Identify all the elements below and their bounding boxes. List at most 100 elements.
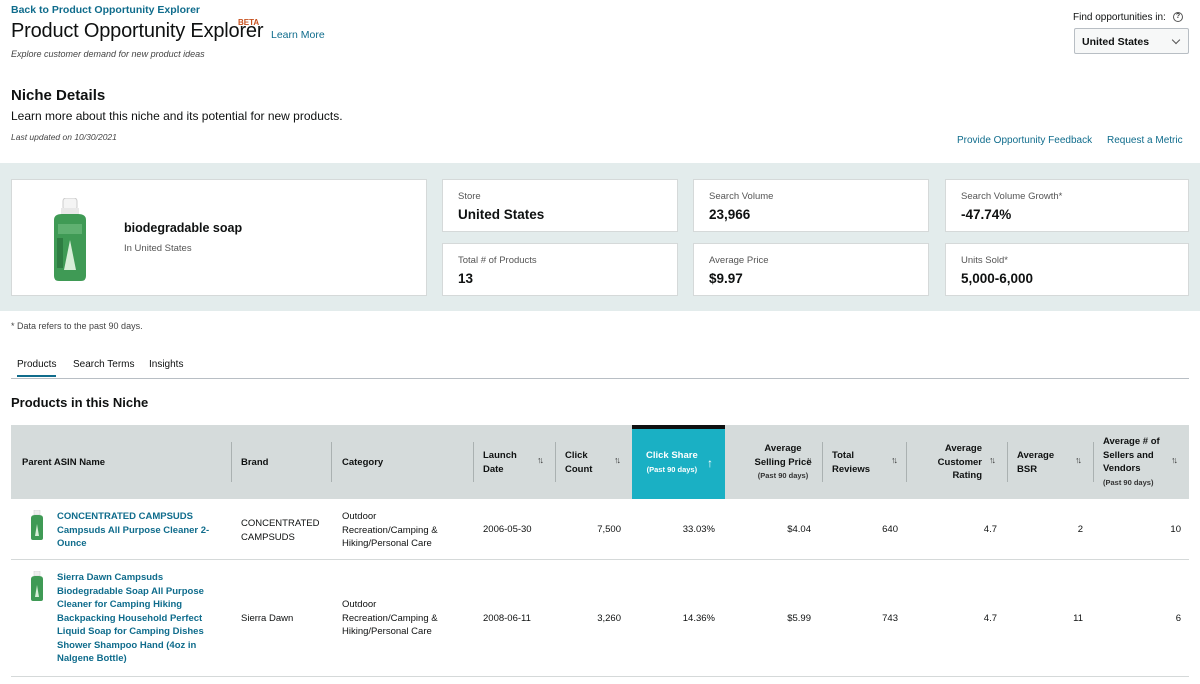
niche-details-description: Learn more about this niche and its pote… xyxy=(11,109,343,123)
click-count-cell: 3,260 xyxy=(597,613,621,624)
col-rating-line1: Average xyxy=(944,443,982,454)
metric-label: Average Price xyxy=(709,255,769,266)
product-name-line: Nalgene Bottle) xyxy=(57,653,127,664)
category-line: Recreation/Camping & xyxy=(342,524,438,536)
tab-bar: Products Search Terms Insights xyxy=(11,352,1189,379)
col-avg-price-sub: (Past 90 days) xyxy=(757,471,809,480)
col-click-share-sub: (Past 90 days) xyxy=(646,464,698,474)
metric-value: 5,000-6,000 xyxy=(961,271,1034,286)
product-name-link[interactable]: CONCENTRATED CAMPSUDS Campsuds All Purpo… xyxy=(57,510,222,551)
sort-icon[interactable]: ↑↓ xyxy=(891,455,898,465)
niche-store: In United States xyxy=(124,243,192,254)
metric-value: 23,966 xyxy=(709,207,751,222)
store-select[interactable]: United States xyxy=(1074,28,1189,54)
sort-icon[interactable]: ↑↓ xyxy=(806,455,813,465)
col-avg-price-line2: Selling Price xyxy=(754,456,812,468)
metric-card-search-volume-growth: Search Volume Growth* -47.74% xyxy=(945,179,1189,232)
app-title: Product Opportunity Explorer xyxy=(11,20,264,42)
col-bsr-line1: Average xyxy=(1017,450,1055,461)
rating-cell: 4.7 xyxy=(983,524,997,535)
col-avg-bsr[interactable]: Average BSR xyxy=(1017,449,1054,476)
products-section-title: Products in this Niche xyxy=(11,395,149,410)
product-name-link[interactable]: Sierra Dawn Campsuds Biodegradable Soap … xyxy=(57,571,222,666)
sort-icon[interactable]: ↑↓ xyxy=(1171,455,1178,465)
product-thumbnail-icon[interactable] xyxy=(29,571,45,601)
col-avg-customer-rating[interactable]: Average Customer Rating xyxy=(921,442,982,483)
metric-card-units-sold: Units Sold* 5,000-6,000 xyxy=(945,243,1189,296)
metric-label: Total # of Products xyxy=(458,255,537,266)
niche-details-title: Niche Details xyxy=(11,87,106,104)
metric-label: Units Sold* xyxy=(961,255,1008,266)
table-row: Sierra Dawn Campsuds Biodegradable Soap … xyxy=(11,560,1189,677)
col-rating-line2: Customer xyxy=(937,456,982,468)
reviews-cell: 743 xyxy=(882,613,898,624)
metric-value: United States xyxy=(458,207,545,222)
niche-name: biodegradable soap xyxy=(124,221,243,235)
product-thumbnail-icon[interactable] xyxy=(29,510,45,540)
last-updated: Last updated on 10/30/2021 xyxy=(11,132,117,142)
avg-price-cell: $5.99 xyxy=(787,613,811,624)
col-sellers-line2: Sellers and xyxy=(1103,449,1154,461)
brand-cell: Sierra Dawn xyxy=(241,612,293,626)
column-divider xyxy=(231,442,232,482)
col-click-count[interactable]: Click Count xyxy=(565,449,592,476)
sort-ascending-icon[interactable]: ↑ xyxy=(707,456,713,470)
column-divider xyxy=(555,442,556,482)
request-metric-link[interactable]: Request a Metric xyxy=(1107,135,1183,146)
col-total-reviews[interactable]: Total Reviews xyxy=(832,449,870,476)
sellers-cell: 6 xyxy=(1175,613,1181,624)
brand-line: Sierra Dawn xyxy=(241,613,294,624)
col-click-count-line1: Click xyxy=(565,450,588,461)
sellers-cell: 10 xyxy=(1170,524,1181,535)
metric-value: 13 xyxy=(458,271,474,286)
products-table-header: Parent ASIN Name Brand Category Launch D… xyxy=(11,425,1189,499)
metric-card-average-price: Average Price $9.97 xyxy=(693,243,929,296)
col-sellers-sub: (Past 90 days) xyxy=(1103,477,1154,487)
category-line: Hiking/Personal Care xyxy=(342,626,432,637)
col-category: Category xyxy=(342,457,384,468)
product-name-line: Campsuds All Purpose Cleaner 2- xyxy=(57,524,210,536)
table-row: CONCENTRATED CAMPSUDS Campsuds All Purpo… xyxy=(11,499,1189,560)
sort-icon[interactable]: ↑↓ xyxy=(614,455,621,465)
column-divider xyxy=(331,442,332,482)
brand-line: CAMPSUDS xyxy=(241,531,295,543)
product-name-line: Sierra Dawn Campsuds xyxy=(57,572,164,583)
tab-search-terms[interactable]: Search Terms xyxy=(73,359,135,370)
sort-icon[interactable]: ↑↓ xyxy=(537,455,544,465)
category-cell: Outdoor Recreation/Camping & Hiking/Pers… xyxy=(342,598,438,639)
metric-value: -47.74% xyxy=(961,207,1012,222)
col-bsr-line2: BSR xyxy=(1017,463,1038,475)
back-link[interactable]: Back to Product Opportunity Explorer xyxy=(11,4,201,16)
reviews-cell: 640 xyxy=(882,524,898,535)
provide-feedback-link[interactable]: Provide Opportunity Feedback xyxy=(957,135,1093,146)
col-click-share-active[interactable]: Click Share (Past 90 days) ↑ xyxy=(632,425,725,499)
category-line: Hiking/Personal Care xyxy=(342,538,432,549)
col-brand: Brand xyxy=(241,457,269,468)
column-divider xyxy=(1093,442,1094,482)
col-launch-date[interactable]: Launch Date xyxy=(483,449,517,476)
store-select-value: United States xyxy=(1082,36,1150,48)
tab-products[interactable]: Products xyxy=(17,359,57,377)
sort-icon[interactable]: ↑↓ xyxy=(1075,455,1082,465)
sort-icon[interactable]: ↑↓ xyxy=(989,455,996,465)
product-name-line: Liquid Soap for Camping Dishes xyxy=(57,626,204,637)
col-click-share: Click Share (Past 90 days) xyxy=(646,449,698,476)
beta-badge: BETA xyxy=(238,18,260,27)
col-sellers-line3: Vendors xyxy=(1103,463,1141,474)
learn-more-link[interactable]: Learn More xyxy=(271,29,325,41)
tab-insights[interactable]: Insights xyxy=(149,359,184,370)
help-icon[interactable]: ? xyxy=(1173,12,1183,22)
col-avg-sellers-vendors[interactable]: Average # of Sellers and Vendors (Past 9… xyxy=(1103,435,1160,489)
category-cell: Outdoor Recreation/Camping & Hiking/Pers… xyxy=(342,510,438,551)
app-subtitle: Explore customer demand for new product … xyxy=(11,49,205,59)
metric-value: $9.97 xyxy=(709,271,743,286)
brand-cell: CONCENTRATED CAMPSUDS xyxy=(241,517,319,544)
product-name-line: Cleaner for Camping Hiking xyxy=(57,599,183,610)
category-line: Outdoor xyxy=(342,511,377,522)
chevron-down-icon xyxy=(1171,35,1181,45)
col-reviews-line1: Total xyxy=(832,450,854,461)
col-launch-date-line1: Launch xyxy=(483,450,517,461)
product-name-line: CONCENTRATED CAMPSUDS xyxy=(57,511,193,522)
col-avg-selling-price[interactable]: Average Selling Price (Past 90 days) xyxy=(738,442,828,483)
category-line: Outdoor xyxy=(342,599,377,610)
